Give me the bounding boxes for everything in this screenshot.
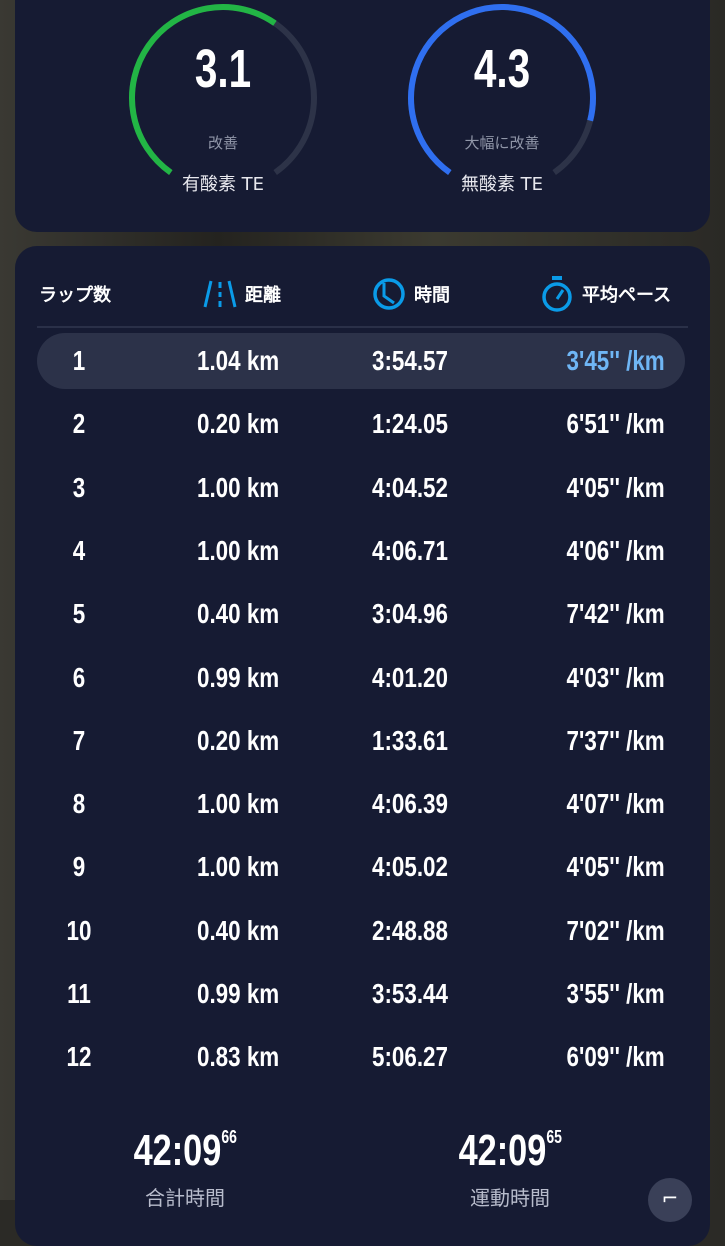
anaerobic-te-label: 無酸素 TE: [460, 174, 544, 195]
lap-pace: 3'45'' /km: [566, 345, 665, 376]
lap-time: 2:48.88: [372, 914, 448, 946]
lap-pace: 6'51'' /km: [566, 408, 665, 440]
total-time: 42:0966 合計時間: [55, 1126, 315, 1211]
aerobic-te-gauge: 3.1 改善 有酸素 TE: [113, 0, 333, 202]
lap-pace: 6'09'' /km: [566, 1041, 665, 1073]
lap-time: 5:06.27: [372, 1041, 448, 1073]
lap-row[interactable]: 10 0.40 km 2:48.88 7'02'' /km: [37, 903, 685, 959]
moving-time-value: 42:09: [458, 1126, 547, 1175]
gauge-fill: [128, 3, 277, 175]
lap-pace: 4'07'' /km: [566, 788, 665, 820]
moving-time-fraction: 65: [546, 1127, 562, 1147]
total-time-label: 合計時間: [145, 1186, 225, 1210]
lap-number: 2: [72, 408, 86, 440]
lap-distance: 0.20 km: [197, 408, 280, 440]
header-time-label: 時間: [414, 285, 450, 306]
header-distance: 距離: [203, 274, 281, 314]
lap-distance: 1.00 km: [197, 534, 280, 566]
lap-pace: 7'02'' /km: [566, 914, 665, 946]
lap-row[interactable]: 9 1.00 km 4:05.02 4'05'' /km: [37, 839, 685, 895]
lap-number: 12: [66, 1041, 92, 1073]
lap-row[interactable]: 5 0.40 km 3:04.96 7'42'' /km: [37, 586, 685, 642]
anaerobic-te-value: 4.3: [473, 39, 531, 99]
header-divider: [37, 326, 688, 328]
lap-time: 3:53.44: [372, 978, 448, 1009]
lap-row[interactable]: 6 0.99 km 4:01.20 4'03'' /km: [37, 650, 685, 706]
lap-number: 11: [67, 978, 91, 1009]
lap-time: 4:04.52: [372, 471, 448, 503]
lap-row[interactable]: 1 1.04 km 3:54.57 3'45'' /km: [37, 333, 685, 389]
moving-time: 42:0965 運動時間: [380, 1126, 640, 1211]
lap-number: 4: [72, 534, 86, 566]
lap-distance: 1.00 km: [197, 471, 280, 503]
lap-pace: 4'03'' /km: [566, 661, 665, 693]
stopwatch-icon: [542, 276, 572, 312]
lap-time: 1:24.05: [372, 408, 448, 440]
lap-number: 10: [66, 914, 92, 946]
laps-card: ラップ数 距離 時間 平均ペース 1 1.04 km 3:54.57 3'45'' /…: [15, 246, 710, 1246]
lap-row[interactable]: 3 1.00 km 4:04.52 4'05'' /km: [37, 460, 685, 516]
lap-pace: 7'42'' /km: [566, 598, 665, 630]
road-icon: [203, 280, 237, 308]
clock-icon: [373, 278, 405, 310]
anaerobic-te-gauge: 4.3 大幅に改善 無酸素 TE: [392, 0, 612, 202]
lap-distance: 0.99 km: [197, 978, 280, 1009]
aerobic-gauge-arc: [128, 3, 317, 175]
lap-distance: 0.99 km: [197, 661, 280, 693]
lap-row[interactable]: 8 1.00 km 4:06.39 4'07'' /km: [37, 776, 685, 832]
anaerobic-te-status: 大幅に改善: [464, 134, 540, 152]
header-distance-label: 距離: [245, 285, 281, 306]
aerobic-te-value: 3.1: [194, 39, 252, 99]
lap-distance: 0.20 km: [197, 724, 280, 756]
total-time-value: 42:09: [133, 1126, 222, 1175]
total-time-fraction: 66: [221, 1127, 237, 1147]
lap-number: 6: [72, 661, 86, 693]
lap-row[interactable]: 11 0.99 km 3:53.44 3'55'' /km: [37, 966, 685, 1022]
lap-time: 4:06.39: [372, 788, 448, 820]
lap-time: 3:04.96: [372, 598, 448, 630]
lap-distance: 0.40 km: [197, 598, 280, 630]
lap-time: 4:01.20: [372, 661, 448, 693]
moving-time-label: 運動時間: [470, 1186, 550, 1210]
gauge-fill: [408, 4, 596, 175]
lap-time: 3:54.57: [372, 345, 448, 376]
lap-row[interactable]: 12 0.83 km 5:06.27 6'09'' /km: [37, 1029, 685, 1085]
lap-row[interactable]: 4 1.00 km 4:06.71 4'06'' /km: [37, 523, 685, 579]
lap-number: 8: [72, 788, 86, 820]
header-pace-label: 平均ペース: [582, 285, 672, 306]
lap-pace: 3'55'' /km: [566, 978, 665, 1009]
lap-time: 4:05.02: [372, 851, 448, 883]
anaerobic-gauge-arc: [408, 4, 596, 175]
lap-time: 4:06.71: [372, 534, 448, 566]
lap-pace: 7'37'' /km: [566, 724, 665, 756]
header-lap: ラップ数: [39, 285, 111, 306]
training-effect-card: 3.1 改善 有酸素 TE 4.3 大幅に改善 無酸素 TE: [15, 0, 710, 232]
lap-number: 5: [72, 598, 86, 630]
lap-row[interactable]: 2 0.20 km 1:24.05 6'51'' /km: [37, 396, 685, 452]
header-pace: 平均ペース: [540, 274, 671, 314]
lap-number: 7: [72, 724, 86, 756]
lap-number: 3: [72, 471, 86, 503]
expand-button[interactable]: ⌐: [648, 1178, 692, 1222]
lap-number: 9: [72, 851, 86, 883]
lap-time: 1:33.61: [372, 724, 448, 756]
lap-number: 1: [72, 345, 86, 376]
lap-pace: 4'06'' /km: [566, 534, 665, 566]
lap-distance: 0.40 km: [197, 914, 280, 946]
lap-distance: 1.04 km: [197, 345, 280, 376]
lap-pace: 4'05'' /km: [566, 471, 665, 503]
header-time: 時間: [372, 274, 450, 314]
lap-distance: 1.00 km: [197, 788, 280, 820]
lap-distance: 1.00 km: [197, 851, 280, 883]
aerobic-te-label: 有酸素 TE: [181, 174, 265, 195]
laps-header: ラップ数 距離 時間 平均ペース: [15, 274, 710, 314]
aerobic-te-status: 改善: [207, 134, 238, 152]
lap-row[interactable]: 7 0.20 km 1:33.61 7'37'' /km: [37, 713, 685, 769]
lap-pace: 4'05'' /km: [566, 851, 665, 883]
lap-distance: 0.83 km: [197, 1041, 280, 1073]
